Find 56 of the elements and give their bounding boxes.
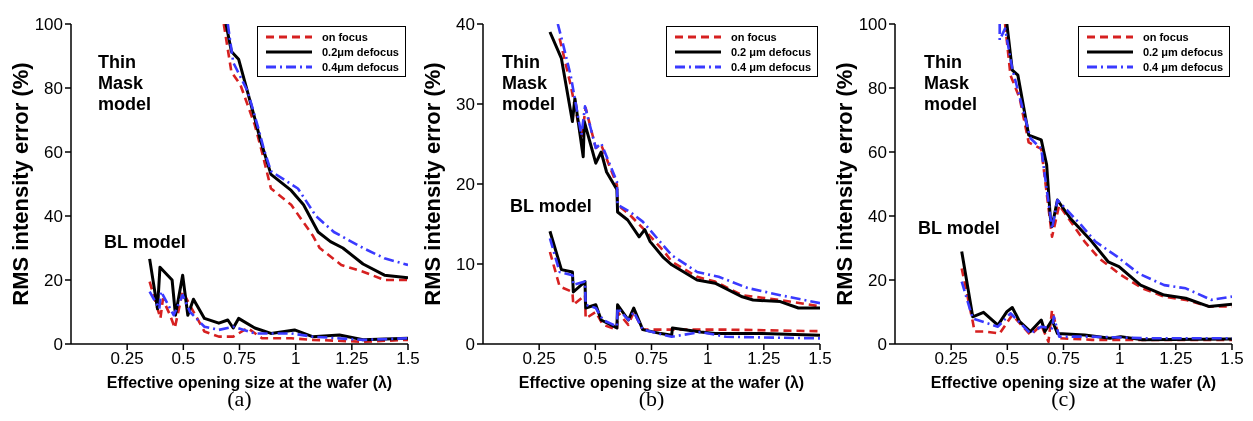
y-tick-label: 0 xyxy=(465,335,475,355)
y-tick-label: 20 xyxy=(456,175,475,195)
x-tick-label: 0.75 xyxy=(1046,349,1081,369)
y-tick-label: 40 xyxy=(868,207,887,227)
y-tick-label: 60 xyxy=(868,143,887,163)
y-tick-label: 10 xyxy=(456,255,475,275)
annotation: Thin Mask model xyxy=(924,52,978,115)
x-tick-label: 1 xyxy=(1114,349,1125,369)
legend-label: on focus xyxy=(1142,30,1189,43)
y-tick-label: 100 xyxy=(858,15,887,35)
y-axis-title: RMS intensity error (%) xyxy=(420,62,446,306)
legend-label: 0.2μm defocus xyxy=(321,45,399,58)
y-tick-label: 100 xyxy=(34,15,63,35)
legend-label: 0.2 μm defocus xyxy=(730,45,811,58)
annotation: Thin Mask model xyxy=(502,52,556,115)
annotation: BL model xyxy=(104,232,186,253)
y-tick-label: 20 xyxy=(44,271,63,291)
annotation: BL model xyxy=(510,196,592,217)
annotation: BL model xyxy=(918,218,1000,239)
legend-label: 0.4μm defocus xyxy=(321,60,399,73)
x-tick-label: 1.5 xyxy=(396,349,420,369)
line-series xyxy=(148,290,408,342)
y-tick-label: 60 xyxy=(44,143,63,163)
legend-label: on focus xyxy=(321,30,368,43)
x-tick-label: 0.5 xyxy=(171,349,196,369)
y-tick-label: 0 xyxy=(53,335,63,355)
x-tick-label: 1.5 xyxy=(1220,349,1244,369)
legend-label: on focus xyxy=(730,30,777,43)
y-axis-title: RMS intensity error (%) xyxy=(8,62,34,306)
y-tick-label: 80 xyxy=(868,79,887,99)
x-tick-label: 0.75 xyxy=(222,349,257,369)
x-tick-label: 0.25 xyxy=(522,349,556,369)
x-tick-label: 1.25 xyxy=(335,349,369,369)
line-series xyxy=(148,280,408,344)
y-tick-label: 0 xyxy=(877,335,887,355)
y-tick-label: 80 xyxy=(44,79,63,99)
x-tick-label: 1.25 xyxy=(747,349,781,369)
line-series xyxy=(548,250,820,333)
legend-label: 0.2 μm defocus xyxy=(1142,45,1223,58)
x-tick-label: 0.25 xyxy=(110,349,144,369)
y-tick-label: 40 xyxy=(44,207,63,227)
legend-label: 0.4 μm defocus xyxy=(1142,60,1223,73)
x-tick-label: 1 xyxy=(290,349,301,369)
y-axis-title: RMS intensity error (%) xyxy=(832,62,858,306)
x-tick-label: 0.5 xyxy=(583,349,608,369)
x-tick-label: 1.5 xyxy=(808,349,832,369)
x-tick-label: 1 xyxy=(702,349,713,369)
y-tick-label: 30 xyxy=(456,95,475,115)
x-tick-label: 0.25 xyxy=(934,349,968,369)
x-tick-label: 0.75 xyxy=(634,349,669,369)
x-tick-label: 1.25 xyxy=(1159,349,1193,369)
y-tick-label: 20 xyxy=(868,271,887,291)
x-tick-label: 0.5 xyxy=(995,349,1020,369)
legend-label: 0.4 μm defocus xyxy=(730,60,811,73)
annotation: Thin Mask model xyxy=(98,52,152,115)
y-tick-label: 40 xyxy=(456,15,475,35)
